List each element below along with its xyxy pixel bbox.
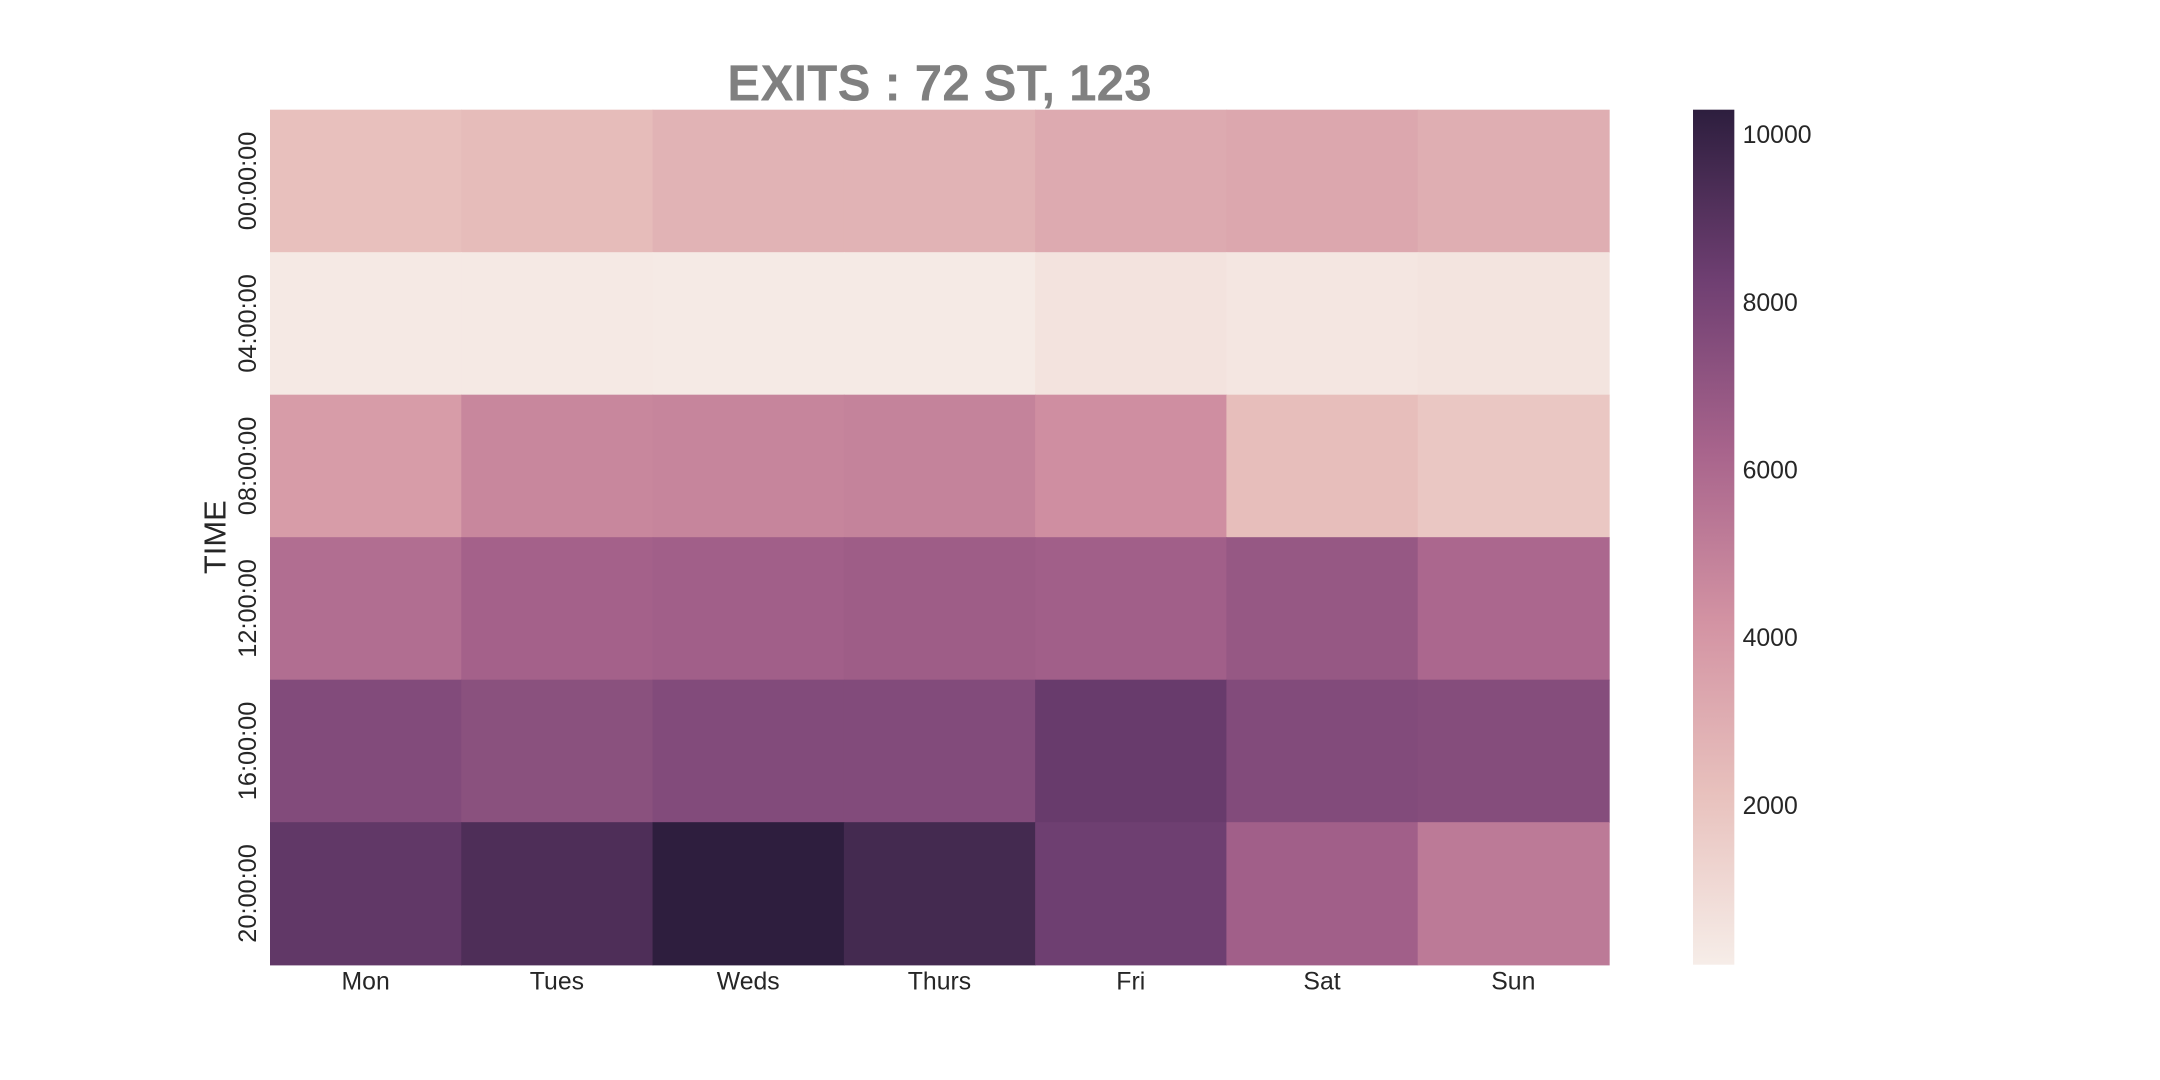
y-tick-label: 20:00:00 — [234, 844, 262, 942]
colorbar-tick-label: 4000 — [1743, 624, 1798, 652]
heatmap-cell — [1035, 252, 1228, 396]
heatmap-cell — [843, 109, 1036, 253]
heatmap-cell — [1035, 537, 1228, 681]
heatmap-cell — [652, 679, 845, 823]
heatmap-cell — [1417, 679, 1610, 823]
heatmap-cell — [461, 252, 654, 396]
heatmap-cell — [652, 109, 845, 253]
heatmap-cell — [461, 679, 654, 823]
x-tick-label: Sat — [1303, 967, 1340, 995]
x-tick-label: Weds — [717, 967, 780, 995]
heatmap-cell — [1226, 109, 1419, 253]
heatmap-cell — [1035, 109, 1228, 253]
heatmap-cell — [461, 822, 654, 966]
colorbar-tick-label: 2000 — [1743, 792, 1798, 820]
heatmap-cell — [1226, 822, 1419, 966]
heatmap-cell — [270, 822, 462, 966]
y-tick-label: 00:00:00 — [234, 132, 262, 230]
heatmap-cell — [652, 252, 845, 396]
colorbar-tick-label: 8000 — [1743, 289, 1798, 317]
heatmap-cell — [843, 822, 1036, 966]
colorbar — [1693, 109, 1735, 965]
colorbar-tick-label: 10000 — [1743, 121, 1812, 149]
heatmap-cell — [843, 679, 1036, 823]
y-tick-label: 12:00:00 — [234, 559, 262, 657]
heatmap-cell — [1035, 394, 1228, 538]
heatmap-cell — [1417, 109, 1610, 253]
y-axis-label: TIME — [199, 500, 233, 574]
heatmap-cell — [843, 537, 1036, 681]
heatmap-cell — [843, 252, 1036, 396]
x-tick-label: Mon — [342, 967, 390, 995]
heatmap-cell — [843, 394, 1036, 538]
heatmap-cell — [652, 822, 845, 966]
heatmap-cell — [1417, 537, 1610, 681]
heatmap-cell — [270, 109, 462, 253]
y-tick-label: 08:00:00 — [234, 417, 262, 515]
heatmap-cell — [1417, 822, 1610, 966]
heatmap-cell — [1417, 394, 1610, 538]
heatmap-cell — [652, 537, 845, 681]
x-tick-label: Tues — [530, 967, 584, 995]
chart-title: EXITS : 72 ST, 123 — [727, 55, 1151, 112]
heatmap-cell — [270, 252, 462, 396]
heatmap-cell — [270, 394, 462, 538]
heatmap-cell — [270, 537, 462, 681]
heatmap-cell — [1035, 822, 1228, 966]
heatmap-cell — [1226, 679, 1419, 823]
y-tick-label: 04:00:00 — [234, 274, 262, 372]
heatmap-cell — [1417, 252, 1610, 396]
heatmap-cell — [270, 679, 462, 823]
heatmap-cell — [1035, 679, 1228, 823]
y-tick-label: 16:00:00 — [234, 702, 262, 800]
heatmap-cell — [461, 537, 654, 681]
heatmap-cell — [1226, 537, 1419, 681]
x-tick-label: Sun — [1491, 967, 1535, 995]
colorbar-tick-label: 6000 — [1743, 456, 1798, 484]
heatmap-cell — [1226, 394, 1419, 538]
heatmap-cell — [1226, 252, 1419, 396]
heatmap-cell — [461, 394, 654, 538]
heatmap-cell — [461, 109, 654, 253]
x-tick-label: Thurs — [908, 967, 971, 995]
heatmap-cell — [652, 394, 845, 538]
x-tick-label: Fri — [1116, 967, 1145, 995]
